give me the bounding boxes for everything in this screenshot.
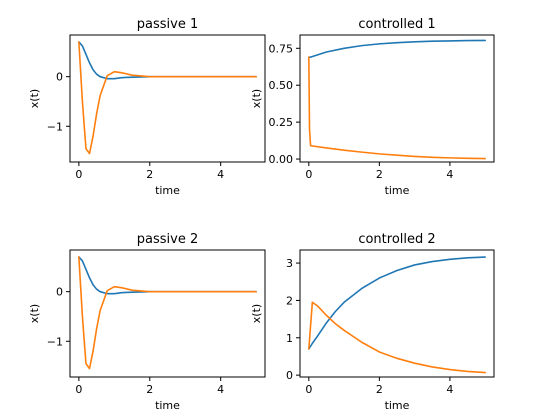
y-axis-label: x(t) — [250, 304, 263, 323]
x-tick-label: 4 — [446, 168, 453, 181]
x-tick-label: 0 — [305, 383, 312, 396]
x-axis-label: time — [385, 399, 410, 412]
subplot: 0 2 4 −1 0 passive 2 time x(t) — [28, 232, 266, 412]
y-tick-label: 0 — [286, 369, 293, 382]
x-tick-label: 0 — [305, 168, 312, 181]
x-tick-label: 4 — [446, 383, 453, 396]
axes-frame — [69, 34, 266, 163]
series-line — [78, 256, 257, 295]
series-line — [308, 39, 486, 58]
series-line — [308, 256, 486, 350]
y-tick-label: 0.75 — [269, 42, 294, 55]
y-axis-label: x(t) — [28, 304, 41, 323]
axes-frame — [299, 249, 495, 378]
x-axis-label: time — [385, 184, 410, 197]
subplot: 0 2 4 0.00 0.25 0.50 0.75 controlled 1 time x(t) — [250, 17, 495, 197]
x-tick-label: 2 — [146, 168, 153, 181]
y-tick-label: 0.25 — [269, 116, 294, 129]
series-line — [308, 301, 486, 374]
y-tick-label: −1 — [47, 120, 63, 133]
subplot: 0 2 4 −1 0 passive 1 time x(t) — [28, 17, 266, 197]
y-tick-label: 0.00 — [269, 153, 294, 166]
y-tick-label: −1 — [47, 335, 63, 348]
axes-frame — [299, 34, 495, 163]
x-tick-label: 2 — [146, 383, 153, 396]
x-axis-label: time — [155, 184, 180, 197]
x-tick-label: 4 — [217, 383, 224, 396]
x-tick-label: 0 — [75, 383, 82, 396]
y-axis-label: x(t) — [250, 89, 263, 108]
y-axis-label: x(t) — [28, 89, 41, 108]
y-tick-label: 2 — [286, 294, 293, 307]
subplot-title: controlled 1 — [358, 17, 435, 32]
subplot-title: passive 2 — [137, 232, 198, 247]
series-line — [308, 56, 486, 160]
series-line — [78, 41, 257, 155]
y-tick-label: 3 — [286, 257, 293, 270]
x-tick-label: 0 — [75, 168, 82, 181]
axes-frame — [69, 249, 266, 378]
subplot-title: passive 1 — [137, 17, 198, 32]
subplot-title: controlled 2 — [358, 232, 435, 247]
y-tick-label: 0 — [56, 286, 63, 299]
series-line — [78, 41, 257, 80]
x-tick-label: 2 — [376, 383, 383, 396]
y-tick-label: 1 — [286, 332, 293, 345]
y-tick-label: 0.50 — [269, 79, 294, 92]
x-tick-label: 4 — [217, 168, 224, 181]
x-axis-label: time — [155, 399, 180, 412]
subplot: 0 2 4 0 1 2 3 controlled 2 time x(t) — [250, 232, 495, 412]
y-tick-label: 0 — [56, 71, 63, 84]
series-line — [78, 256, 257, 370]
x-tick-label: 2 — [376, 168, 383, 181]
